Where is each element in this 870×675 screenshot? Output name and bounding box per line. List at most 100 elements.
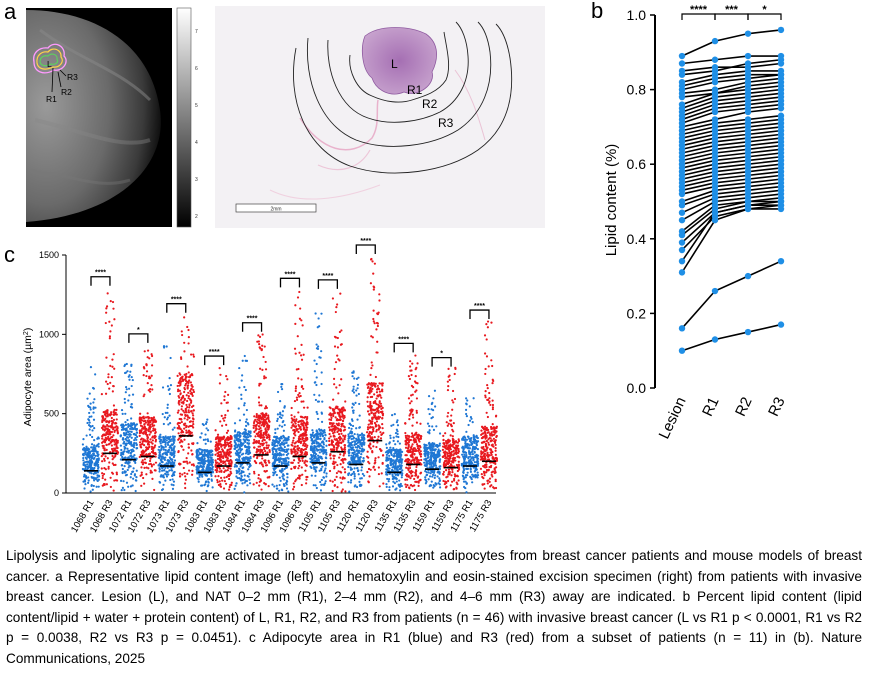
data-point	[259, 478, 262, 481]
data-point	[353, 377, 356, 380]
data-point	[205, 421, 208, 424]
data-point	[711, 336, 719, 343]
data-point	[90, 475, 93, 479]
data-point	[341, 419, 345, 423]
data-point	[369, 425, 372, 428]
data-point	[207, 480, 210, 484]
data-point	[230, 472, 233, 475]
data-point	[201, 475, 204, 478]
data-point	[223, 395, 226, 398]
data-point	[87, 479, 90, 482]
series-line	[681, 200, 781, 236]
data-point	[227, 444, 231, 447]
data-point	[151, 388, 154, 391]
data-point	[283, 423, 286, 427]
data-point	[361, 459, 364, 463]
data-point	[257, 334, 260, 337]
data-point	[365, 431, 369, 434]
data-point	[101, 420, 104, 424]
data-point	[260, 463, 264, 466]
data-point	[413, 453, 416, 456]
data-point	[226, 452, 229, 455]
data-point	[112, 456, 115, 459]
data-point	[333, 383, 336, 386]
data-point	[145, 473, 148, 476]
data-point	[264, 430, 267, 434]
data-point	[186, 365, 189, 368]
data-point	[263, 447, 266, 451]
data-point	[112, 353, 115, 356]
data-point	[378, 299, 381, 302]
data-point	[332, 427, 335, 430]
data-point	[272, 446, 275, 449]
data-point	[360, 453, 363, 456]
data-point	[183, 390, 186, 394]
data-point	[249, 435, 252, 438]
data-point	[90, 484, 93, 488]
data-point	[246, 457, 249, 461]
data-point	[138, 441, 142, 444]
data-point	[120, 448, 123, 452]
data-point	[190, 431, 193, 434]
data-point	[294, 389, 297, 393]
data-point	[224, 455, 227, 458]
data-point	[320, 428, 323, 432]
data-point	[374, 457, 377, 460]
data-point	[150, 447, 154, 451]
data-point	[278, 458, 282, 461]
data-point	[234, 484, 237, 487]
data-point	[130, 430, 133, 434]
data-point	[317, 442, 320, 445]
data-point	[411, 413, 414, 416]
data-point	[235, 434, 238, 437]
series-line	[681, 73, 781, 87]
data-point	[237, 440, 240, 443]
data-point	[103, 441, 107, 444]
data-point	[396, 432, 399, 436]
data-point	[372, 317, 375, 321]
data-point	[377, 456, 380, 459]
data-point	[183, 471, 186, 475]
data-point	[259, 436, 262, 440]
data-point	[190, 449, 193, 452]
data-point	[158, 445, 161, 449]
data-point	[391, 413, 394, 417]
data-point	[311, 429, 314, 432]
data-point	[282, 453, 285, 456]
data-point	[263, 345, 266, 348]
data-point	[284, 437, 287, 440]
data-point	[371, 387, 374, 390]
data-point	[191, 453, 194, 456]
data-point	[311, 431, 315, 434]
data-point	[259, 367, 262, 370]
data-point	[224, 463, 227, 466]
data-point	[226, 378, 229, 381]
data-point	[230, 464, 233, 468]
data-point	[106, 423, 109, 427]
data-point	[314, 453, 318, 456]
data-point	[419, 471, 423, 474]
data-point	[229, 440, 232, 443]
data-point	[160, 460, 164, 464]
data-point	[139, 419, 142, 422]
data-point	[314, 312, 317, 315]
data-point	[248, 446, 251, 449]
data-point	[347, 441, 350, 444]
data-point	[105, 305, 109, 308]
histology-label-r2: R2	[422, 97, 438, 111]
data-point	[240, 474, 243, 477]
data-point	[104, 439, 107, 442]
data-point	[166, 411, 169, 414]
data-point	[343, 408, 346, 411]
data-point	[306, 423, 309, 426]
data-point	[236, 446, 239, 449]
data-point	[411, 362, 414, 365]
data-point	[162, 437, 165, 441]
data-point	[185, 414, 189, 417]
data-point	[125, 371, 128, 374]
data-point	[379, 437, 383, 440]
data-point	[351, 375, 354, 378]
data-point	[173, 459, 177, 462]
data-point	[301, 438, 304, 441]
data-point	[388, 441, 391, 444]
